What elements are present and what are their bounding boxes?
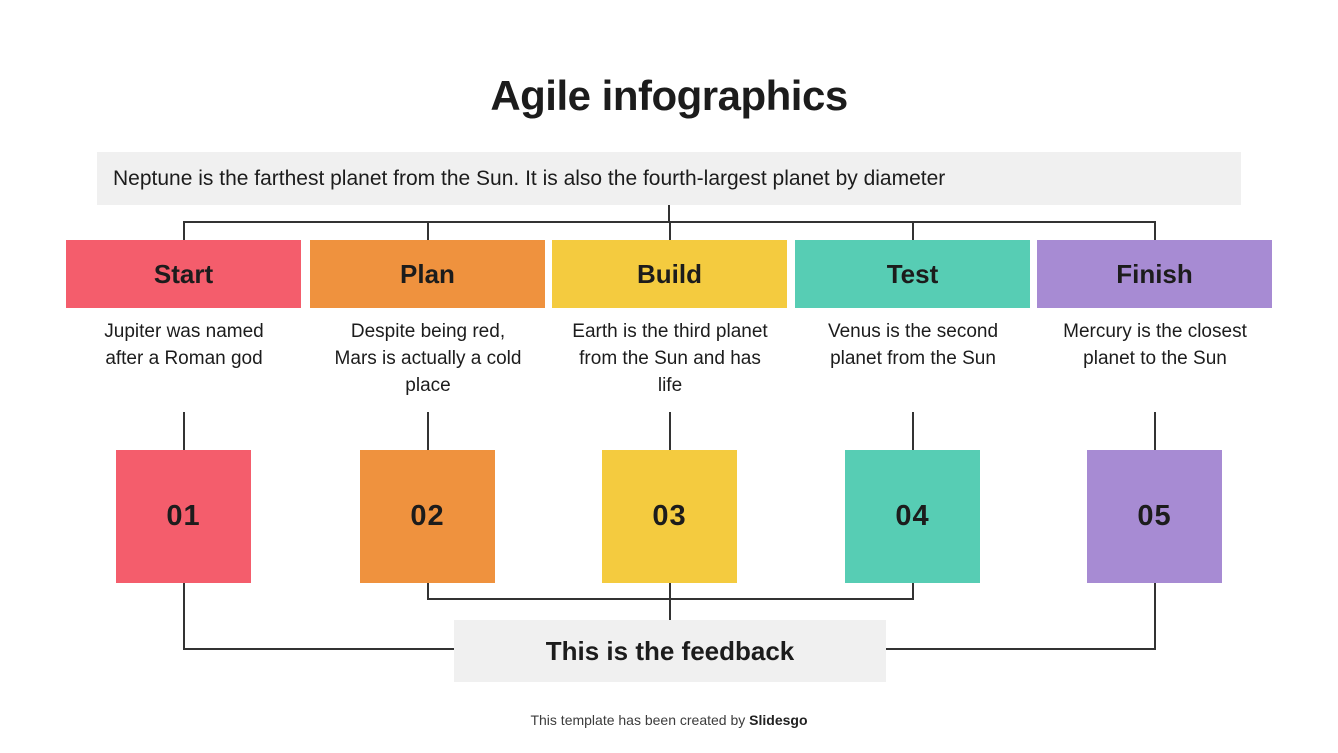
connector-top-stub-plan <box>427 221 429 240</box>
connector-bottom-rail <box>428 598 914 600</box>
stage-label-test: Test <box>886 258 939 289</box>
stage-number-test: 04 <box>895 500 930 532</box>
stage-number-square-start: 01 <box>116 450 251 583</box>
stage-number-square-finish: 05 <box>1087 450 1222 583</box>
stage-label-build: Build <box>637 258 702 289</box>
stage-label-start: Start <box>153 258 214 289</box>
stage-number-square-build: 03 <box>602 450 737 583</box>
connector-left-drop <box>183 583 185 650</box>
connector-left-rail <box>183 648 454 650</box>
connector-bottom-stub-build <box>669 583 671 600</box>
stage-description-start: Jupiter was named after a Roman god <box>104 321 264 369</box>
stage-description-build: Earth is the third planet from the Sun a… <box>572 321 768 396</box>
footer-text: This template has been created by <box>530 712 750 728</box>
connector-bottom-stub-test <box>912 583 914 600</box>
feedback-bar: This is the feedback <box>454 620 886 682</box>
connector-top-stub-start <box>183 221 185 240</box>
connector-mid-stub-test <box>912 412 914 450</box>
stage-bar-start: Start <box>66 240 301 308</box>
stage-description-finish: Mercury is the closest planet to the Sun <box>1063 321 1247 369</box>
feedback-label: This is the feedback <box>545 635 795 666</box>
subtitle-bar: Neptune is the farthest planet from the … <box>97 152 1241 205</box>
footer-credit: This template has been created by Slides… <box>0 712 1338 728</box>
stage-bar-build: Build <box>552 240 787 308</box>
connector-mid-stub-finish <box>1154 412 1156 450</box>
connector-top-stub-build <box>669 221 671 240</box>
page-title: Agile infographics <box>490 72 848 119</box>
connector-subtitle-stem <box>668 205 670 223</box>
stage-label-plan: Plan <box>400 258 455 289</box>
stage-label-finish: Finish <box>1116 258 1193 289</box>
connector-mid-stub-build <box>669 412 671 450</box>
stage-number-build: 03 <box>652 500 687 532</box>
stage-number-finish: 05 <box>1137 500 1172 532</box>
connector-mid-stub-start <box>183 412 185 450</box>
connector-top-stub-finish <box>1154 221 1156 240</box>
connector-right-rail <box>886 648 1156 650</box>
connector-top-stub-test <box>912 221 914 240</box>
stage-bar-finish: Finish <box>1037 240 1272 308</box>
footer-brand: Slidesgo <box>749 712 808 728</box>
connector-feedback-stem <box>669 598 671 620</box>
subtitle-text: Neptune is the farthest planet from the … <box>113 166 946 190</box>
stage-description-plan: Despite being red, Mars is actually a co… <box>334 321 522 396</box>
connector-bottom-stub-plan <box>427 583 429 600</box>
connector-mid-stub-plan <box>427 412 429 450</box>
stage-number-square-plan: 02 <box>360 450 495 583</box>
stage-number-plan: 02 <box>410 500 445 532</box>
stage-number-square-test: 04 <box>845 450 980 583</box>
stage-bar-test: Test <box>795 240 1030 308</box>
stage-number-start: 01 <box>166 500 201 532</box>
stage-bar-plan: Plan <box>310 240 545 308</box>
stage-description-test: Venus is the second planet from the Sun <box>827 321 999 369</box>
connector-right-drop <box>1154 583 1156 650</box>
